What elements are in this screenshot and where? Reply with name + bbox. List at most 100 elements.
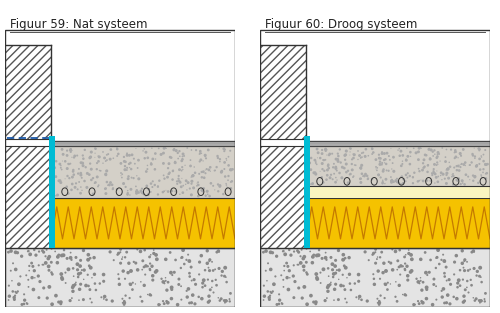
Point bbox=[188, 147, 196, 152]
Point bbox=[319, 157, 327, 162]
Point bbox=[448, 172, 456, 177]
Point bbox=[290, 295, 298, 300]
Point bbox=[204, 265, 212, 270]
Point bbox=[432, 297, 440, 302]
Point bbox=[171, 160, 179, 165]
Point bbox=[310, 170, 318, 175]
Point bbox=[345, 255, 353, 260]
Point bbox=[191, 170, 199, 175]
Point bbox=[477, 172, 485, 177]
Point bbox=[278, 301, 286, 306]
Point bbox=[328, 267, 336, 272]
Point bbox=[160, 151, 168, 156]
Point bbox=[306, 160, 314, 165]
Point bbox=[63, 148, 71, 153]
Point bbox=[340, 252, 347, 257]
Point bbox=[395, 264, 403, 269]
Point bbox=[138, 190, 146, 195]
Point bbox=[86, 155, 94, 160]
Point bbox=[429, 149, 437, 154]
Point bbox=[65, 162, 73, 167]
Point bbox=[42, 260, 50, 265]
Point bbox=[190, 277, 198, 282]
Point bbox=[470, 266, 478, 271]
Point bbox=[220, 298, 228, 303]
Point bbox=[164, 175, 172, 180]
Point bbox=[35, 249, 43, 254]
Point bbox=[156, 178, 164, 183]
Point bbox=[179, 167, 187, 172]
Point bbox=[470, 249, 478, 254]
Point bbox=[430, 277, 438, 282]
Point bbox=[376, 255, 384, 260]
Text: Figuur 60: Droog systeem: Figuur 60: Droog systeem bbox=[264, 18, 417, 31]
Point bbox=[270, 282, 278, 287]
Point bbox=[362, 147, 370, 152]
Point bbox=[388, 178, 396, 183]
Point bbox=[390, 179, 398, 184]
Point bbox=[473, 163, 481, 168]
Point bbox=[142, 169, 150, 174]
Point bbox=[298, 295, 306, 300]
Point bbox=[224, 154, 232, 159]
Point bbox=[126, 282, 134, 287]
Point bbox=[284, 287, 292, 292]
Point bbox=[50, 188, 58, 193]
Point bbox=[341, 296, 349, 301]
Point bbox=[307, 293, 315, 298]
Point bbox=[402, 293, 410, 298]
Point bbox=[421, 250, 429, 255]
Point bbox=[314, 150, 322, 155]
Point bbox=[332, 175, 340, 180]
Point bbox=[93, 167, 101, 172]
Point bbox=[91, 146, 99, 151]
Point bbox=[316, 270, 324, 275]
Point bbox=[431, 172, 439, 177]
Point bbox=[102, 297, 110, 302]
Point bbox=[430, 162, 438, 167]
Point bbox=[186, 186, 194, 191]
Point bbox=[102, 186, 110, 191]
Point bbox=[266, 267, 274, 272]
Point bbox=[442, 147, 450, 152]
Point bbox=[222, 156, 230, 161]
Point bbox=[364, 177, 372, 182]
Point bbox=[209, 268, 217, 273]
Point bbox=[66, 147, 74, 152]
Point bbox=[88, 275, 96, 280]
Point bbox=[269, 289, 277, 294]
Point bbox=[310, 253, 318, 258]
Point bbox=[469, 153, 477, 158]
Point bbox=[30, 247, 38, 252]
Point bbox=[127, 269, 135, 274]
Point bbox=[387, 146, 395, 151]
Point bbox=[308, 181, 316, 186]
Point bbox=[315, 248, 323, 253]
Point bbox=[134, 166, 141, 171]
Point bbox=[422, 153, 430, 158]
Point bbox=[76, 191, 84, 196]
Point bbox=[373, 257, 381, 262]
Point bbox=[113, 146, 121, 151]
Point bbox=[276, 298, 283, 303]
Point bbox=[432, 175, 440, 180]
Point bbox=[220, 167, 228, 172]
Point bbox=[196, 259, 203, 264]
Point bbox=[94, 183, 102, 188]
Point bbox=[178, 255, 186, 260]
Point bbox=[4, 297, 12, 302]
Point bbox=[447, 147, 455, 152]
Point bbox=[25, 268, 33, 273]
Point bbox=[164, 280, 172, 285]
Point bbox=[54, 254, 62, 259]
Point bbox=[318, 256, 326, 261]
Point bbox=[424, 273, 432, 278]
Point bbox=[322, 177, 330, 182]
Point bbox=[176, 192, 184, 197]
Point bbox=[20, 298, 28, 303]
Point bbox=[164, 300, 172, 305]
Point bbox=[282, 261, 290, 266]
Point bbox=[52, 159, 60, 164]
Point bbox=[399, 181, 407, 186]
Point bbox=[29, 264, 37, 269]
